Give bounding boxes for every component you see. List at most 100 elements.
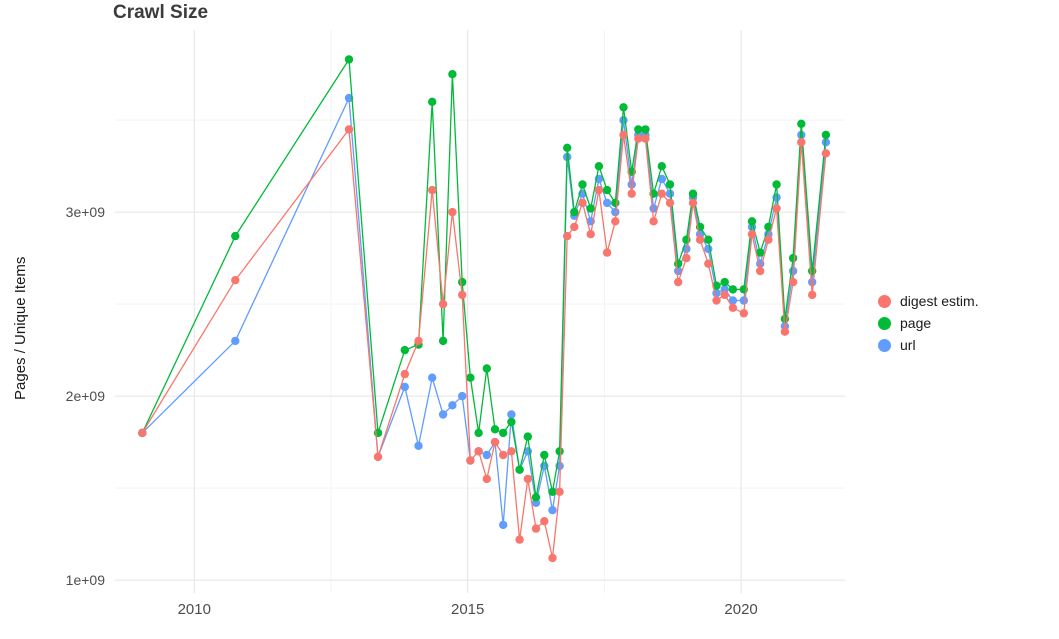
data-point-page: [507, 417, 516, 427]
data-point-digest: [821, 149, 831, 158]
data-point-page: [438, 336, 448, 346]
data-point-url: [507, 410, 516, 419]
x-tick-label: 2015: [451, 601, 484, 618]
data-point-page: [563, 143, 572, 152]
data-point-digest: [764, 235, 773, 244]
data-point-digest: [634, 134, 643, 143]
data-point-url: [400, 382, 409, 392]
data-point-page: [704, 235, 713, 244]
chart-title: Crawl Size: [113, 2, 209, 23]
series-line-url: [141, 95, 827, 525]
data-point-digest: [138, 428, 147, 438]
data-point-page: [458, 277, 467, 287]
data-point-url: [797, 130, 806, 140]
data-point-digest: [344, 125, 354, 134]
legend-item-url: url: [878, 337, 979, 353]
data-point-page: [665, 180, 675, 189]
data-point-digest: [720, 290, 729, 300]
data-point-page: [772, 180, 781, 189]
data-point-page: [674, 259, 683, 268]
legend-label-page: page: [900, 315, 932, 331]
data-point-page: [747, 217, 757, 226]
data-point-digest: [688, 198, 698, 208]
data-point-page: [756, 248, 765, 257]
data-point-page: [764, 222, 773, 232]
data-point-digest: [797, 138, 806, 147]
data-point-page: [586, 204, 595, 213]
data-point-digest: [231, 276, 240, 285]
data-point-page: [728, 285, 738, 294]
data-point-digest: [373, 452, 383, 461]
y-tick-label: 3e+09: [66, 204, 106, 220]
data-point-page: [428, 97, 437, 107]
data-point-url: [704, 244, 713, 254]
data-point-page: [400, 345, 409, 355]
data-point-page: [344, 55, 354, 64]
data-point-digest: [665, 198, 675, 208]
series-line-digest: [141, 127, 827, 559]
digest-point-icon: [878, 294, 891, 308]
url-point-icon: [878, 338, 891, 352]
data-point-page: [523, 432, 532, 441]
data-point-digest: [490, 437, 500, 447]
data-point-url: [665, 189, 675, 198]
legend: digest estim. page url: [878, 287, 979, 359]
data-point-digest: [400, 369, 409, 379]
data-point-page: [619, 103, 628, 112]
data-point-digest: [619, 130, 628, 140]
y-tick-label: 2e+09: [66, 388, 106, 404]
data-point-page: [499, 428, 508, 438]
data-point-url: [602, 198, 612, 208]
data-point-digest: [570, 222, 579, 232]
data-point-digest: [594, 185, 604, 195]
data-point-digest: [611, 217, 620, 226]
data-point-page: [231, 231, 240, 241]
data-point-url: [808, 277, 817, 287]
data-point-digest: [438, 299, 448, 309]
data-point-page: [548, 487, 557, 496]
page-point-icon: [878, 316, 891, 330]
data-point-digest: [448, 207, 457, 217]
data-point-digest: [641, 134, 650, 143]
legend-item-page: page: [878, 315, 979, 331]
data-point-digest: [586, 230, 595, 239]
data-point-digest: [712, 296, 721, 305]
data-point-page: [482, 364, 491, 373]
data-point-url: [821, 138, 831, 147]
data-point-page: [641, 125, 650, 134]
x-tick-label: 2020: [724, 601, 757, 618]
legend-label-digest: digest estim.: [900, 293, 979, 309]
data-point-page: [797, 119, 806, 128]
data-point-url: [428, 373, 437, 382]
data-point-digest: [772, 204, 781, 213]
data-point-page: [602, 185, 612, 195]
data-point-digest: [499, 450, 508, 460]
data-point-page: [466, 373, 475, 382]
data-point-page: [594, 162, 604, 171]
data-point-url: [674, 266, 683, 276]
data-point-digest: [695, 235, 705, 244]
data-point-url: [739, 296, 748, 305]
data-point-page: [555, 447, 564, 456]
data-point-digest: [578, 198, 587, 208]
data-point-page: [578, 180, 587, 189]
data-point-url: [344, 93, 354, 103]
data-point-digest: [728, 303, 738, 312]
data-point-url: [499, 520, 508, 530]
series-line-page: [141, 57, 827, 498]
data-point-digest: [756, 266, 765, 276]
data-point-page: [712, 281, 721, 290]
data-point-page: [634, 125, 643, 134]
data-point-digest: [674, 277, 683, 287]
data-point-digest: [555, 487, 564, 496]
data-point-digest: [507, 447, 516, 456]
data-point-digest: [602, 248, 612, 257]
data-point-url: [619, 116, 628, 125]
data-point-digest: [808, 290, 817, 300]
data-point-page: [657, 162, 666, 171]
data-point-url: [231, 336, 240, 346]
y-tick-label: 1e+09: [66, 572, 106, 588]
data-point-page: [515, 465, 524, 474]
